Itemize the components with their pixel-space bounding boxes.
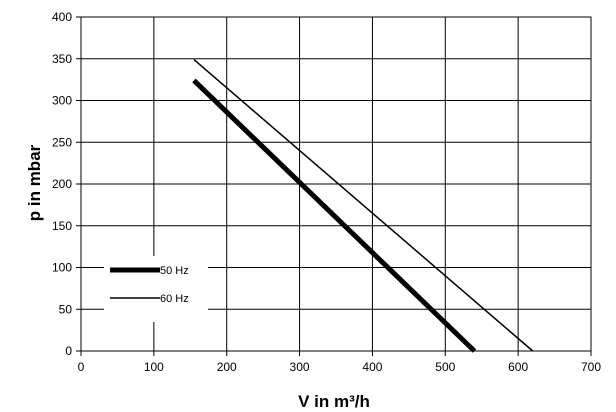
x-tick-label: 0 (78, 360, 85, 374)
y-tick-label: 400 (52, 10, 72, 24)
y-axis-title: p in mbar (25, 144, 44, 221)
x-tick-label: 600 (508, 360, 528, 374)
y-tick-label: 200 (52, 177, 72, 191)
x-axis-title: V in m³/h (298, 392, 370, 411)
x-tick-label: 700 (581, 360, 601, 374)
data-series (192, 59, 534, 353)
series-line-2 (193, 59, 534, 352)
legend-label-1: 50 Hz (160, 265, 189, 277)
y-tick-label: 250 (52, 135, 72, 149)
y-tick-label: 50 (59, 302, 73, 316)
x-tick-label: 500 (435, 360, 455, 374)
x-tick-label: 200 (217, 360, 237, 374)
legend: 50 Hz 60 Hz (104, 256, 208, 322)
tick-labels: 0 100 200 300 400 500 600 700 0 50 100 150 200 250 300… (52, 10, 601, 374)
y-tick-label: 150 (52, 219, 72, 233)
y-tick-label: 300 (52, 94, 72, 108)
x-tick-label: 400 (362, 360, 382, 374)
y-tick-label: 0 (65, 344, 72, 358)
axes (76, 16, 592, 356)
x-tick-label: 300 (290, 360, 310, 374)
legend-label-2: 60 Hz (160, 293, 189, 305)
x-tick-label: 100 (144, 360, 164, 374)
legend-background (104, 256, 208, 322)
y-tick-label: 100 (52, 261, 72, 275)
series-line-1 (192, 78, 477, 353)
y-tick-label: 350 (52, 52, 72, 66)
